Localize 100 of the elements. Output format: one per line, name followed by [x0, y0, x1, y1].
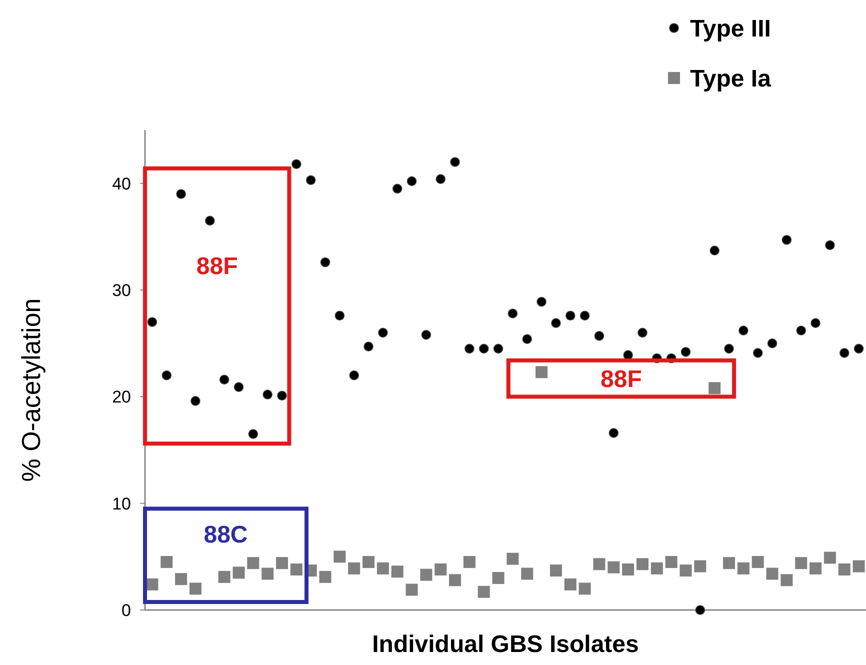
- point: [723, 557, 736, 570]
- point: [796, 326, 806, 336]
- point: [362, 556, 375, 568]
- point: [593, 558, 606, 570]
- point: [463, 556, 476, 568]
- point: [724, 344, 734, 354]
- point: [638, 328, 648, 338]
- point: [204, 216, 215, 226]
- point: [334, 310, 345, 320]
- point: [551, 318, 561, 328]
- point: [782, 234, 792, 245]
- point: [349, 370, 359, 380]
- point: [436, 174, 446, 184]
- point: [189, 582, 202, 595]
- point: [306, 175, 316, 186]
- point: [406, 176, 417, 186]
- point: [608, 561, 620, 574]
- point: [478, 586, 490, 598]
- point: [578, 582, 591, 595]
- point: [277, 390, 287, 400]
- point: [738, 326, 748, 336]
- y-tick-label: 20: [112, 388, 131, 407]
- point: [146, 578, 158, 590]
- point: [219, 374, 230, 384]
- y-tick-label: 10: [112, 494, 131, 514]
- point: [319, 570, 332, 583]
- point: [508, 308, 518, 318]
- point: [680, 346, 691, 357]
- x-axis-title: Individual GBS Isolates: [372, 631, 639, 658]
- annotation: 88C: [204, 522, 248, 549]
- point: [580, 310, 590, 320]
- point: [710, 246, 720, 256]
- point: [767, 338, 778, 348]
- point: [391, 566, 404, 578]
- point: [838, 563, 850, 576]
- point: [708, 382, 721, 394]
- point: [665, 556, 678, 568]
- point: [650, 562, 663, 574]
- y-tick-label: 30: [112, 280, 131, 300]
- annotation: 88F: [600, 366, 642, 393]
- point: [780, 574, 793, 586]
- point: [536, 296, 546, 307]
- y-tick-label: 40: [112, 174, 131, 194]
- point: [218, 570, 230, 583]
- point: [623, 350, 633, 360]
- point: [334, 550, 346, 563]
- point: [449, 574, 462, 586]
- point: [506, 552, 519, 565]
- point: [162, 370, 172, 380]
- point: [378, 328, 388, 338]
- point: [392, 184, 402, 194]
- point: [348, 562, 360, 574]
- point: [190, 396, 200, 406]
- point: [522, 334, 532, 344]
- point: [521, 568, 534, 580]
- point: [825, 240, 835, 250]
- point: [839, 348, 850, 358]
- point: [680, 564, 692, 577]
- point: [420, 568, 432, 581]
- point: [695, 605, 706, 615]
- point: [622, 563, 634, 576]
- point: [536, 366, 548, 378]
- point: [276, 557, 288, 570]
- point: [564, 578, 576, 590]
- point: [492, 572, 504, 584]
- point: [247, 557, 260, 570]
- point: [421, 330, 432, 340]
- point: [290, 563, 302, 576]
- point: [176, 189, 186, 199]
- point: [636, 558, 648, 570]
- point: [608, 428, 619, 438]
- point: [320, 257, 330, 268]
- point: [175, 573, 188, 586]
- point: [262, 390, 272, 400]
- point: [854, 344, 864, 354]
- y-axis-title: % O-acetylation: [16, 298, 46, 482]
- point: [594, 330, 604, 341]
- point: [810, 318, 820, 328]
- point: [550, 564, 562, 577]
- point: [364, 342, 374, 352]
- point: [406, 584, 418, 596]
- point: [450, 157, 460, 167]
- point: [824, 552, 836, 564]
- point: [262, 568, 274, 580]
- point: [376, 562, 389, 574]
- point: [234, 382, 244, 392]
- point: [434, 563, 447, 576]
- point: [493, 344, 504, 354]
- point: [292, 159, 302, 170]
- legend-label: Type III: [690, 15, 771, 42]
- point: [232, 566, 245, 579]
- point: [752, 348, 763, 358]
- annotation: 88F: [196, 252, 238, 280]
- point: [852, 560, 865, 572]
- point: [737, 562, 750, 574]
- point: [464, 344, 474, 354]
- point: [810, 562, 822, 574]
- point: [766, 568, 778, 580]
- point: [478, 344, 489, 354]
- point: [752, 556, 764, 568]
